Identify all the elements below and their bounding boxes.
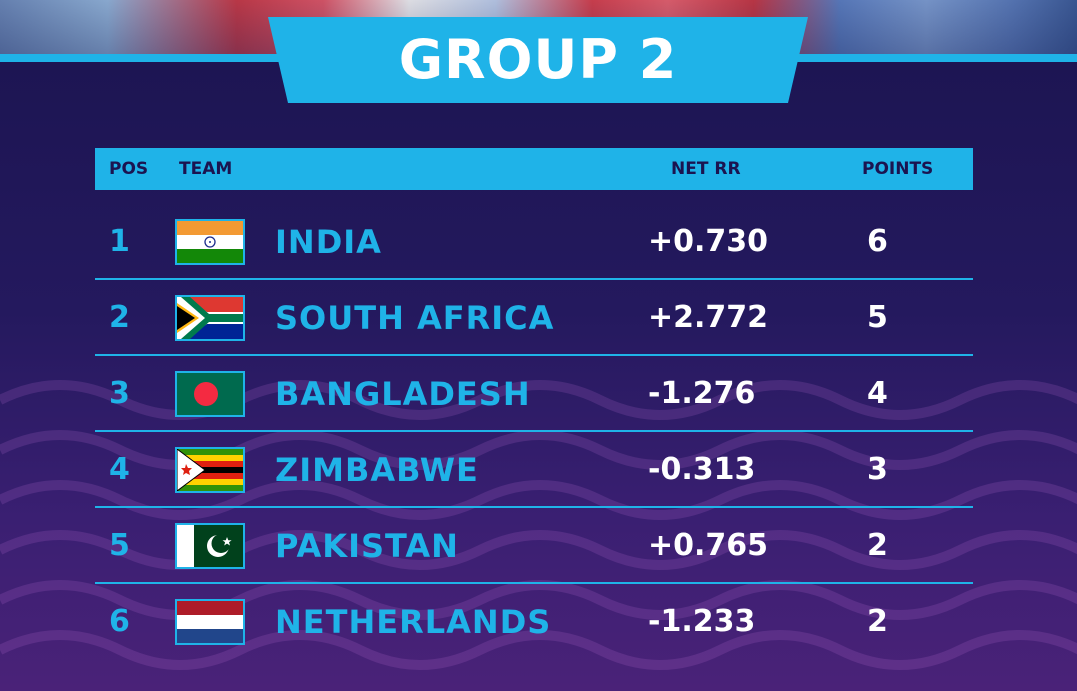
row-team: ZIMBABWE — [275, 451, 479, 489]
header-team: TEAM — [179, 159, 233, 179]
row-pos: 3 — [109, 376, 130, 411]
zimbabwe-flag-icon — [175, 447, 245, 493]
table-row: 5 PAKISTAN +0.765 2 — [95, 508, 973, 584]
row-net-rr: +2.772 — [648, 300, 769, 335]
india-flag-icon — [175, 219, 245, 265]
row-pos: 5 — [109, 528, 130, 563]
page-title: GROUP 2 — [398, 28, 678, 91]
table-row: 3 BANGLADESH -1.276 4 — [95, 356, 973, 432]
row-divider — [95, 506, 973, 508]
row-net-rr: +0.765 — [648, 528, 769, 563]
row-divider — [95, 582, 973, 584]
header-pos: POS — [109, 159, 149, 179]
row-points: 2 — [867, 604, 888, 639]
header-points: POINTS — [862, 159, 934, 179]
row-net-rr: -1.233 — [648, 604, 756, 639]
netherlands-flag-icon — [175, 599, 245, 645]
row-divider — [95, 354, 973, 356]
row-points: 2 — [867, 528, 888, 563]
pakistan-flag-icon — [175, 523, 245, 569]
row-pos: 2 — [109, 300, 130, 335]
row-points: 4 — [867, 376, 888, 411]
table-row: 1 INDIA +0.730 6 — [95, 204, 973, 280]
title-banner: GROUP 2 — [268, 17, 808, 103]
table-row: 2 SOUTH AFRICA +2.772 5 — [95, 280, 973, 356]
row-points: 3 — [867, 452, 888, 487]
row-team: NETHERLANDS — [275, 603, 552, 641]
south-africa-flag-icon — [175, 295, 245, 341]
row-team: PAKISTAN — [275, 527, 459, 565]
row-net-rr: -0.313 — [648, 452, 756, 487]
row-team: INDIA — [275, 223, 382, 261]
row-pos: 4 — [109, 452, 130, 487]
table-row: 6 NETHERLANDS -1.233 2 — [95, 584, 973, 660]
table-header: POS TEAM NET RR POINTS — [95, 148, 973, 190]
bangladesh-flag-icon — [175, 371, 245, 417]
row-pos: 6 — [109, 604, 130, 639]
row-net-rr: +0.730 — [648, 224, 769, 259]
row-pos: 1 — [109, 224, 130, 259]
row-points: 6 — [867, 224, 888, 259]
row-points: 5 — [867, 300, 888, 335]
row-net-rr: -1.276 — [648, 376, 756, 411]
header-net-rr: NET RR — [671, 159, 741, 179]
row-team: SOUTH AFRICA — [275, 299, 555, 337]
table-row: 4 ZIMBABWE -0.313 3 — [95, 432, 973, 508]
row-divider — [95, 430, 973, 432]
row-divider — [95, 278, 973, 280]
row-team: BANGLADESH — [275, 375, 531, 413]
